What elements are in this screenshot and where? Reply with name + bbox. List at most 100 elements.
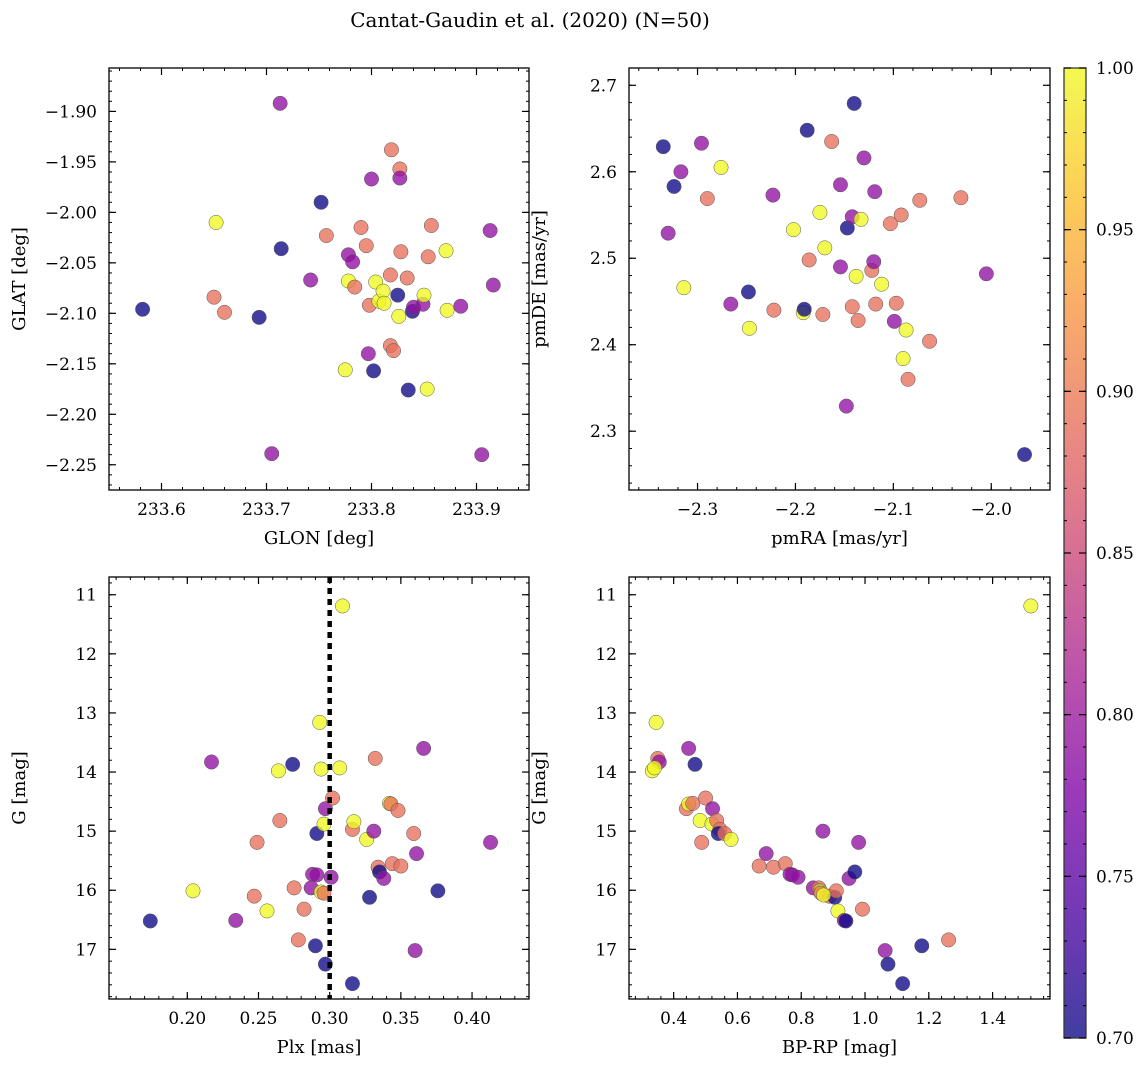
data-point xyxy=(303,272,319,288)
data-point xyxy=(848,268,864,284)
data-point xyxy=(309,867,325,883)
y-axis-label: G [mag] xyxy=(9,751,30,824)
data-point xyxy=(318,228,334,244)
data-point xyxy=(786,222,801,238)
data-point xyxy=(824,134,840,149)
data-point xyxy=(866,254,882,270)
data-point xyxy=(694,135,709,151)
figure-title: Cantat-Gaudin et al. (2020) (N=50) xyxy=(350,8,710,32)
data-point xyxy=(259,903,275,919)
colorbar-tick-label: 0.95 xyxy=(1096,221,1134,241)
data-point xyxy=(694,834,710,850)
data-point xyxy=(307,938,323,954)
x-tick-label: 1.2 xyxy=(915,1009,942,1029)
data-point xyxy=(474,447,490,463)
x-axis-label: BP-RP [mag] xyxy=(782,1037,897,1058)
y-tick-label: 14 xyxy=(595,763,617,783)
y-tick-label: 12 xyxy=(595,645,617,665)
data-point xyxy=(874,276,890,292)
data-point xyxy=(867,184,883,200)
x-tick-label: 233.8 xyxy=(347,500,396,520)
data-point xyxy=(685,795,701,811)
data-point xyxy=(888,295,904,311)
y-tick-label: 15 xyxy=(595,822,617,842)
y-tick-label: 17 xyxy=(75,940,97,960)
data-point xyxy=(978,266,994,282)
plot-frame xyxy=(628,67,1051,491)
y-tick-label: −1.90 xyxy=(45,102,97,122)
data-point xyxy=(416,287,432,303)
panel-bprp-g: 0.4 0.6 0.8 1.0 1.2 1.4 11 12 13 14 15 16 17 BP-RP [m… xyxy=(529,576,1051,1058)
x-tick-label: −2.0 xyxy=(971,500,1012,520)
data-point xyxy=(815,823,831,839)
panel-glon-glat: 233.6 233.7 233.8 233.9 −2.25 −2.20 −2.15 −2.10… xyxy=(9,67,530,549)
data-point xyxy=(713,159,729,175)
data-point xyxy=(655,139,671,155)
data-point xyxy=(660,225,676,241)
plot-frame xyxy=(108,67,530,491)
data-point xyxy=(723,831,739,847)
y-tick-label: −1.95 xyxy=(45,153,97,173)
data-point xyxy=(313,761,329,777)
data-point xyxy=(346,814,362,830)
y-tick-label: 12 xyxy=(75,645,97,665)
data-point xyxy=(345,976,360,992)
colorbar-tick-label: 0.75 xyxy=(1096,867,1134,887)
panel-pmra-pmde: −2.3 −2.2 −2.1 −2.0 2.3 2.4 2.5 2.6 2.7 pmRA [mas… xyxy=(529,67,1051,549)
x-tick-label: −2.2 xyxy=(775,500,816,520)
data-point xyxy=(332,760,348,776)
data-point xyxy=(246,888,262,904)
x-axis-label: pmRA [mas/yr] xyxy=(771,528,908,549)
plot-frame xyxy=(108,576,530,1000)
data-point xyxy=(1023,598,1039,614)
y-tick-label: 17 xyxy=(595,940,617,960)
data-point xyxy=(313,194,329,210)
data-point xyxy=(367,750,383,766)
data-point xyxy=(393,858,409,874)
y-tick-label: 16 xyxy=(75,881,97,901)
y-tick-label: 15 xyxy=(75,822,97,842)
data-point xyxy=(676,280,692,296)
data-point xyxy=(698,790,713,806)
data-point xyxy=(895,976,911,992)
data-point xyxy=(390,287,406,303)
data-point xyxy=(790,869,806,885)
data-point xyxy=(358,238,374,254)
data-point xyxy=(880,956,896,972)
data-point xyxy=(390,803,406,818)
data-point xyxy=(766,302,782,318)
data-point xyxy=(409,846,424,862)
data-point xyxy=(868,296,884,312)
y-tick-label: 16 xyxy=(595,881,617,901)
data-point xyxy=(366,363,382,379)
colorbar-tick-label: 0.80 xyxy=(1096,706,1134,726)
colorbar-tick-label: 1.00 xyxy=(1096,59,1134,79)
data-point xyxy=(286,880,302,896)
data-point xyxy=(366,823,382,839)
data-point xyxy=(681,740,697,756)
data-point xyxy=(833,259,848,275)
x-tick-label: 0.35 xyxy=(382,1009,420,1029)
data-point xyxy=(392,170,408,186)
data-point xyxy=(687,756,703,772)
data-point xyxy=(914,938,930,954)
panel-plx-g: 0.20 0.25 0.30 0.35 0.40 11 12 13 14 15 16 17 Plx [m… xyxy=(9,576,530,1058)
data-point xyxy=(423,218,439,233)
data-point xyxy=(400,382,416,398)
data-point xyxy=(142,913,158,929)
x-tick-label: 233.6 xyxy=(137,500,186,520)
data-point xyxy=(796,301,812,317)
data-point xyxy=(391,308,407,324)
data-point xyxy=(228,912,244,928)
data-point xyxy=(816,887,832,903)
data-point xyxy=(882,216,898,232)
plot-frame xyxy=(628,576,1051,1000)
x-tick-label: 0.40 xyxy=(453,1009,491,1029)
y-tick-label: 11 xyxy=(595,586,617,606)
y-tick-label: −2.00 xyxy=(45,203,97,223)
y-tick-label: 2.5 xyxy=(590,249,617,269)
y-tick-label: 13 xyxy=(595,704,617,724)
data-point xyxy=(886,313,902,329)
data-point xyxy=(204,754,219,770)
data-point xyxy=(851,834,867,850)
